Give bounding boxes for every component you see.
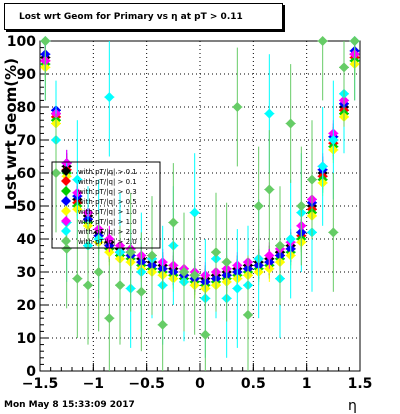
legend-marker (61, 176, 71, 186)
y-axis-label: Lost wrt Geom(%) (2, 58, 20, 210)
data-point (179, 267, 189, 277)
data-point (189, 207, 200, 218)
legend-marker (61, 226, 71, 236)
data-point (168, 217, 179, 228)
data-point (221, 257, 232, 268)
x-axis-label: η (348, 398, 357, 414)
data-point (83, 280, 93, 291)
x-tick-label: −1 (83, 376, 104, 392)
x-tick-label: 1.5 (348, 376, 373, 392)
legend-marker (61, 206, 71, 216)
data-point (285, 118, 296, 129)
data-point (104, 313, 115, 324)
data-point (339, 62, 349, 73)
data-point (51, 168, 61, 178)
legend-marker (61, 216, 71, 226)
y-tick-label: 90 (17, 67, 37, 83)
data-point (147, 250, 157, 261)
x-tick-label: 0.5 (241, 376, 266, 392)
data-point (72, 174, 83, 185)
data-point (104, 234, 115, 244)
data-point (296, 201, 307, 211)
y-tick-label: 60 (17, 166, 37, 182)
legend-box (51, 161, 161, 249)
data-point (72, 273, 83, 284)
legend-marker (61, 186, 71, 196)
chart-title-text: Lost wrt Geom for Primary vs η at pT > 0… (19, 11, 243, 22)
chart-title: Lost wrt Geom for Primary vs η at pT > 0… (4, 3, 283, 30)
x-tick-label: 0 (195, 376, 205, 392)
data-point (328, 227, 339, 238)
y-tick-label: 40 (17, 232, 37, 248)
data-point (40, 36, 51, 46)
y-tick-label: 80 (17, 100, 37, 116)
legend-entry: with pT/|q| > 0.1 (78, 168, 137, 176)
data-point (125, 247, 136, 258)
y-tick-label: 20 (17, 298, 37, 314)
legend-marker (61, 196, 71, 206)
data-point (264, 108, 275, 119)
data-point (104, 247, 115, 258)
data-point (189, 270, 200, 281)
data-point (157, 319, 168, 330)
data-point (61, 243, 72, 254)
y-tick-label: 0 (26, 364, 36, 380)
timestamp-footer: Mon May 8 15:33:09 2017 (4, 400, 135, 410)
data-point (211, 247, 221, 258)
legend-marker (61, 236, 71, 246)
data-point (104, 92, 115, 103)
data-point (328, 135, 339, 145)
legend-entry: with pT/|q| > 1.0 (78, 208, 137, 216)
legend-entry: with pT/|q| > 0.5 (78, 198, 137, 206)
x-tick-label: 1 (302, 376, 312, 392)
data-point (253, 201, 264, 211)
legend-entry: with pT/|q| > 1.0 (78, 218, 137, 226)
legend-entry: with pT/|q| > 0.1 (78, 178, 137, 186)
data-point (317, 36, 328, 46)
data-point (115, 280, 125, 291)
data-point (232, 102, 243, 112)
y-tick-label: 50 (17, 199, 37, 215)
y-tick-label: 30 (17, 265, 37, 281)
legend-entry: with pT/|q| > 0.3 (78, 188, 137, 196)
x-tick-label: −0.5 (128, 376, 165, 392)
data-point (93, 267, 104, 277)
data-point (317, 161, 328, 172)
data-point (232, 283, 243, 294)
y-tick-label: 10 (17, 331, 37, 347)
data-point (307, 174, 317, 185)
data-point (264, 250, 275, 261)
data-point (200, 329, 211, 340)
data-point (243, 309, 253, 320)
data-point (136, 286, 147, 297)
legend-entry: with pT/|q| > 2.0 (78, 228, 137, 236)
data-point (349, 36, 360, 46)
x-tick-label: −1.5 (22, 376, 59, 392)
y-tick-label: 70 (17, 133, 37, 149)
data-point (275, 240, 285, 251)
legend-entry: with pT/|q| > 2.0 (78, 238, 137, 246)
data-point (264, 184, 275, 195)
legend-marker (61, 166, 71, 176)
data-point (285, 234, 296, 244)
y-tick-label: 100 (7, 34, 36, 50)
